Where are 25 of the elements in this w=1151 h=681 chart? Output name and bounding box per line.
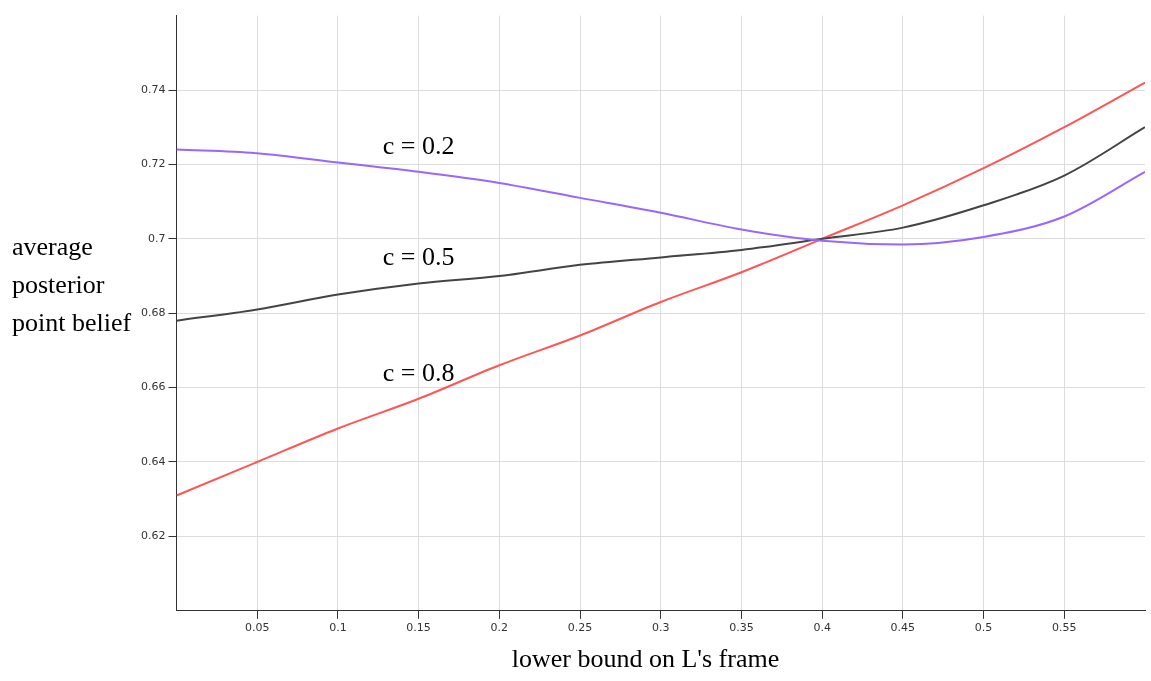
y-tick-label: 0.68 (140, 306, 166, 320)
y-tick-label: 0.7 (147, 231, 166, 245)
line-series (176, 81, 1145, 497)
x-tick-label: 0.05 (244, 621, 270, 635)
x-tick-label: 0.4 (813, 621, 831, 635)
x-tick-label: 0.35 (729, 621, 754, 635)
x-axis-title: lower bound on L's frame (510, 644, 781, 674)
x-tick-label: 0.15 (406, 621, 431, 635)
x-tick-label: 0.55 (1052, 621, 1077, 635)
x-tick-label: 0.45 (890, 621, 916, 635)
x-tick-label: 0.25 (567, 621, 593, 635)
x-tick-label: 0.1 (329, 621, 347, 635)
y-tick-label: 0.64 (140, 454, 166, 468)
series-label: c = 0.5 (382, 242, 455, 272)
x-tick-label: 0.2 (490, 621, 509, 635)
series-label: c = 0.2 (382, 130, 455, 160)
y-axis-title: average posterior point belief (12, 231, 133, 339)
y-tick-label: 0.74 (140, 82, 166, 96)
x-tick-label: 0.5 (974, 621, 993, 635)
series-label: c = 0.8 (382, 357, 455, 387)
y-tick-label: 0.66 (140, 380, 166, 394)
y-tick-label: 0.72 (140, 157, 166, 171)
x-tick-label: 0.3 (652, 621, 670, 635)
y-tick-label: 0.62 (140, 529, 166, 543)
line-series (176, 126, 1145, 322)
